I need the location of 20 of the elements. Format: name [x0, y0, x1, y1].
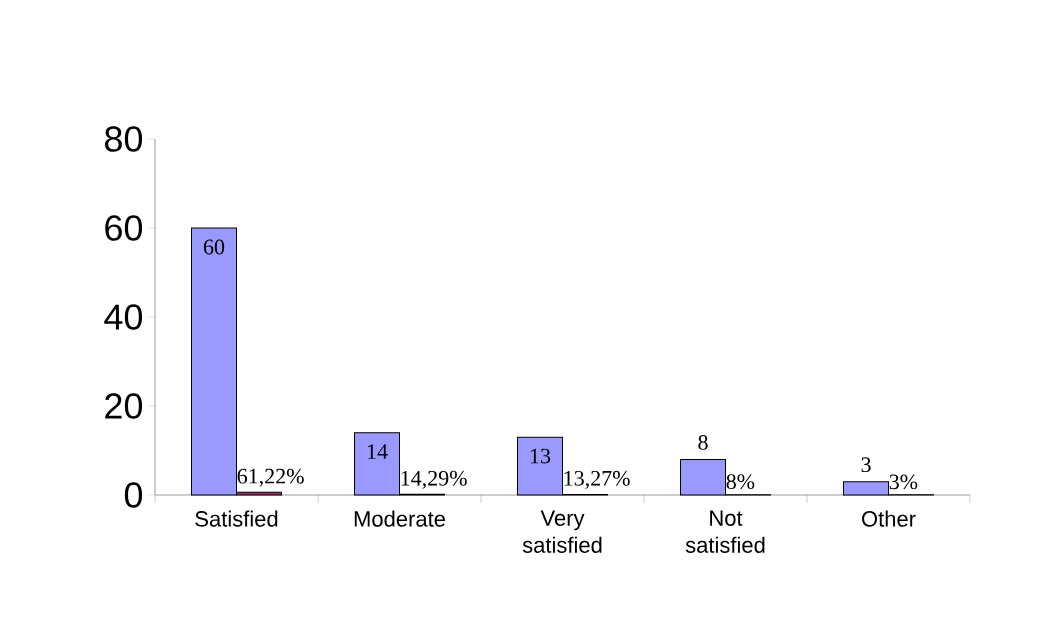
data-label: 13 — [530, 448, 551, 464]
x-tick-label: Other — [862, 510, 916, 527]
y-tick-label: 40 — [104, 304, 143, 330]
data-label: 60 — [203, 239, 225, 255]
y-tick-label: 80 — [104, 126, 143, 152]
data-label: 61,22% — [237, 468, 304, 487]
data-label: 14,29% — [401, 470, 467, 489]
y-tick-label: 20 — [105, 393, 143, 419]
y-tick-label: 0 — [124, 482, 143, 508]
data-label: 8% — [726, 474, 755, 490]
data-label: 14 — [367, 444, 388, 459]
data-label: 3 — [861, 457, 871, 473]
x-tick-label: Not satisfied — [685, 510, 765, 553]
data-label: 13,27% — [564, 470, 630, 489]
data-label: 3% — [889, 474, 918, 490]
y-tick-label: 60 — [105, 215, 143, 241]
data-label: 8 — [698, 435, 708, 450]
x-tick-label: Very satisfied — [522, 510, 602, 553]
x-tick-label: Moderate — [354, 510, 445, 527]
x-tick-label: Satisfied — [195, 510, 278, 527]
